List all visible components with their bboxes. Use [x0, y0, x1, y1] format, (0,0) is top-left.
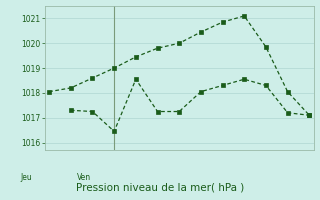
Text: Jeu: Jeu: [21, 173, 33, 182]
Text: Pression niveau de la mer( hPa ): Pression niveau de la mer( hPa ): [76, 182, 244, 192]
Text: Ven: Ven: [77, 173, 91, 182]
